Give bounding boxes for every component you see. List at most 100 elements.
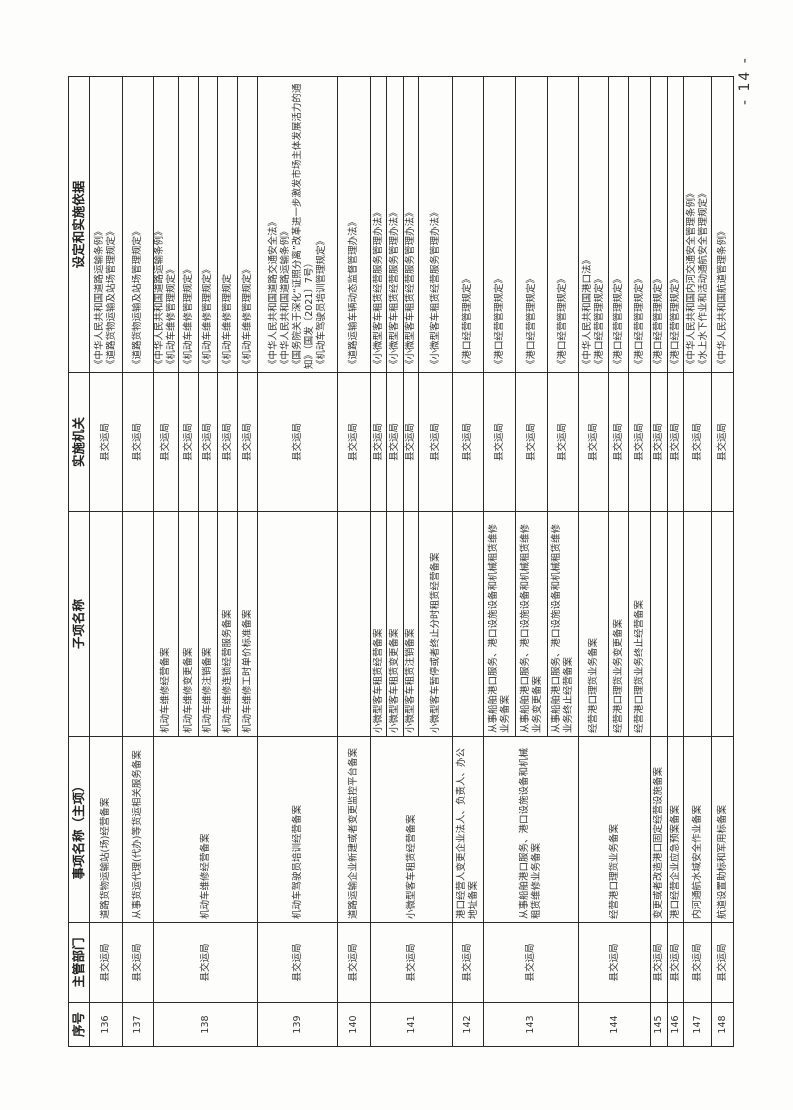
legal-basis-line: 《道路货物运输及站场管理规定》 — [132, 226, 143, 369]
implementing-agency: 县交运局 — [418, 372, 453, 512]
legal-basis-line: 《港口经营管理规定》 — [525, 273, 537, 369]
main-item-name: 道路货物运输站(场)经营备案 — [89, 736, 123, 923]
department: 县交运局 — [483, 922, 579, 1003]
implementing-agency: 县交运局 — [452, 372, 484, 512]
legal-basis-line: 《港口经营管理规定》 — [493, 273, 505, 369]
sub-item-name — [257, 511, 338, 737]
legal-basis-line: 《中华人民共和国港口法》 — [581, 254, 593, 369]
serial-no: 144 — [578, 1002, 651, 1047]
legal-basis-line: 《中华人民共和国航道管理条例》 — [716, 226, 728, 369]
table-row: 137 县交运局 从事货运代理(代办)等货运相关服务备案 县交运局 《道路货物运输及站场… — [122, 76, 154, 1047]
legal-basis: 《小微型客车租赁经营服务管理办法》 — [403, 76, 419, 373]
sub-item-name: 机动车维修工时单价标准备案 — [237, 511, 258, 737]
implementing-agency: 县交运局 — [711, 372, 734, 512]
legal-basis-line: 《水上水下作业和活动通航安全管理规定》 — [697, 188, 709, 369]
department: 县交运局 — [711, 922, 734, 1003]
legal-basis-line: 《小微型客车租赁经营服务管理办法》 — [372, 207, 384, 369]
legal-basis-line: 《小微型客车租赁经营服务管理办法》 — [389, 207, 400, 369]
legal-basis: 《中华人民共和国内河交通安全管理条例》 《水上水下作业和活动通航安全管理规定》 — [683, 76, 712, 373]
table-row: 136 县交运局 道路货物运输站(场)经营备案 县交运局 《中华人民共和国道路运输条例》… — [89, 76, 123, 1047]
sub-item-name: 机动车维修经营备案 — [153, 511, 179, 737]
main-item-name: 从事货运代理(代办)等货运相关服务备案 — [122, 736, 154, 923]
main-item-name: 机动车驾驶员培训经营备案 — [257, 736, 338, 923]
legal-basis: 《小微型客车租赁经营服务管理办法》 — [418, 76, 453, 373]
department: 县交运局 — [452, 922, 484, 1003]
sub-item-name: 经营港口理货业务终止经营备案 — [628, 511, 651, 737]
sub-item-name: 机动车维修变更备案 — [178, 511, 199, 737]
main-item-name: 内河通航水域安全作业备案 — [683, 736, 712, 923]
legal-basis-line: 《中华人民共和国道路交通安全法》 — [267, 216, 279, 369]
sub-item-name: 小微型客车租赁经营备案 — [370, 511, 387, 737]
filing-items-table: 序号 主管部门 事项名称（主项） 子项名称 实施机关 设定和实施依据 136 县交… — [68, 76, 734, 1047]
main-item-name: 道路运输企业新建或者变更监控平台备案 — [337, 736, 371, 923]
legal-basis-line: 《道路货物运输及站场管理规定》 — [106, 226, 117, 369]
table-row: 146 县交运局 港口经营企业应急预案备案 县交运局 《港口经营管理规定》 — [667, 76, 684, 1047]
implementing-agency: 县交运局 — [386, 372, 404, 512]
department: 县交运局 — [578, 922, 651, 1003]
legal-basis: 《中华人民共和国道路交通安全法》 《中华人民共和国道路运输条例》 《国务院关于深化“… — [257, 76, 338, 373]
sub-item-name: 经营港口理货业务备案 — [578, 511, 609, 737]
serial-no: 142 — [452, 1002, 484, 1047]
legal-basis-line: 《机动车驾驶员培训管理规定》 — [315, 235, 327, 369]
table-header-row: 序号 主管部门 事项名称（主项） 子项名称 实施机关 设定和实施依据 — [68, 76, 90, 1047]
legal-basis-line: 《道路运输车辆动态监督管理办法》 — [348, 216, 359, 369]
main-item-name: 经营港口理货业务备案 — [578, 736, 651, 923]
serial-no: 147 — [683, 1002, 712, 1047]
header-sub-item: 子项名称 — [68, 511, 90, 737]
implementing-agency: 县交运局 — [650, 372, 668, 512]
main-item-name: 小微型客车租赁经营备案 — [370, 736, 453, 923]
legal-basis-line: 《中华人民共和国内河交通安全管理条例》 — [685, 188, 697, 369]
legal-basis-line: 《小微型客车租赁经营服务管理办法》 — [429, 207, 441, 369]
department: 县交运局 — [683, 922, 712, 1003]
implementing-agency: 县交运局 — [483, 372, 516, 512]
legal-basis-line: 《中华人民共和国道路运输条例》 — [94, 226, 105, 369]
table-row: 139 县交运局 机动车驾驶员培训经营备案 县交运局 《中华人民共和国道路交通安全法》《… — [257, 76, 338, 1047]
department: 县交运局 — [337, 922, 371, 1003]
legal-basis: 《小微型客车租赁经营服务管理办法》 — [370, 76, 387, 373]
legal-basis-line: 《港口经营管理规定》 — [462, 273, 473, 369]
department: 县交运局 — [257, 922, 338, 1003]
sub-item-name: 从事船舶港口服务、港口设施设备和机械租赁维修业务变更备案 — [515, 511, 548, 737]
legal-basis: 《港口经营管理规定》 — [483, 76, 516, 373]
implementing-agency: 县交运局 — [515, 372, 548, 512]
main-item-name: 从事船舶港口服务、港口设施设备和机械租赁维修业务备案 — [483, 736, 579, 923]
sub-item-name: 从事船舶港口服务、港口设施设备和机械租赁维修业务终止经营备案 — [547, 511, 579, 737]
implementing-agency: 县交运局 — [628, 372, 651, 512]
table-row: 143 县交运局 从事船舶港口服务、港口设施设备和机械租赁维修业务备案 从事船舶港口服… — [483, 76, 579, 1047]
legal-basis: 《机动车维修管理规定 — [217, 76, 238, 373]
legal-basis-line: 《机动车维修管理规定》 — [182, 264, 194, 369]
legal-basis-line: 《港口经营管理规定》 — [593, 273, 605, 369]
legal-basis-line: 《小微型客车租赁经营服务管理办法》 — [405, 207, 416, 369]
header-main-item: 事项名称（主项） — [68, 736, 90, 923]
serial-no: 145 — [650, 1002, 668, 1047]
main-item-name: 航道设置助标和军用标备案 — [711, 736, 734, 923]
legal-basis: 《机动车维修管理规定》 — [198, 76, 218, 373]
legal-basis: 《港口经营管理规定》 — [628, 76, 651, 373]
page-number: - 14 - — [737, 56, 753, 105]
sub-item-name — [667, 511, 684, 737]
legal-basis-line: 《国务院关于深化“证照分离”改革进一步激发市场主体发展活力的通知》（国发〔202… — [291, 83, 315, 369]
sub-item-name — [683, 511, 712, 737]
legal-basis: 《中华人民共和国航道管理条例》 — [711, 76, 734, 373]
legal-basis: 《小微型客车租赁经营服务管理办法》 — [386, 76, 404, 373]
legal-basis-line: 《港口经营管理规定》 — [612, 273, 624, 369]
serial-no: 137 — [122, 1002, 154, 1047]
header-serial-no: 序号 — [68, 1002, 90, 1047]
legal-basis: 《港口经营管理规定》 — [515, 76, 548, 373]
serial-no: 146 — [667, 1002, 684, 1047]
table-row: 141 县交运局 小微型客车租赁经营备案 小微型客车租赁经营备案 县交运局 《小微型客车租… — [370, 76, 453, 1047]
implementing-agency: 县交运局 — [257, 372, 338, 512]
legal-basis-line: 《机动车维修管理规定》 — [241, 264, 253, 369]
header-agency: 实施机关 — [68, 372, 90, 512]
legal-basis: 《港口经营管理规定》 — [650, 76, 668, 373]
sub-item-name: 机动车维修注销备案 — [198, 511, 218, 737]
legal-basis-line: 《港口经营管理规定》 — [669, 273, 681, 369]
sub-item-name: 从事船舶港口服务、港口设施设备和机械租赁维修业务备案 — [483, 511, 516, 737]
table-row: 138 县交运局 机动车维修经营备案 机动车维修经营备案 县交运局 《中华人民共和国道路运… — [153, 76, 258, 1047]
implementing-agency: 县交运局 — [237, 372, 258, 512]
legal-basis-line: 《港口经营管理规定》 — [633, 273, 645, 369]
serial-no: 136 — [89, 1002, 123, 1047]
table-row: 147 县交运局 内河通航水域安全作业备案 县交运局 《中华人民共和国内河交通安全管理条… — [683, 76, 712, 1047]
sub-item-name: 小微型客车暂停或者终止分时租赁经营备案 — [418, 511, 453, 737]
header-legal-basis: 设定和实施依据 — [68, 76, 90, 373]
